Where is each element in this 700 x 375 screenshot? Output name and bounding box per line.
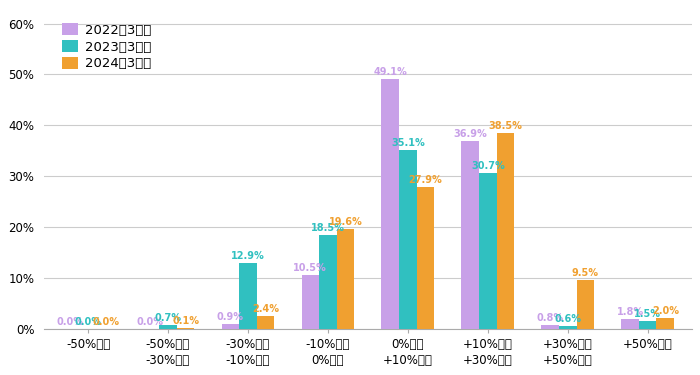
Text: 38.5%: 38.5% — [489, 121, 522, 131]
Text: 49.1%: 49.1% — [373, 67, 407, 77]
Text: 0.9%: 0.9% — [217, 312, 244, 322]
Bar — [541, 325, 559, 328]
Bar — [159, 325, 177, 328]
Text: 0.8%: 0.8% — [537, 312, 564, 322]
Text: 12.9%: 12.9% — [231, 251, 265, 261]
Bar — [239, 263, 257, 328]
Bar — [399, 150, 416, 328]
Text: 0.7%: 0.7% — [155, 313, 181, 323]
Bar — [622, 320, 639, 328]
Text: 35.1%: 35.1% — [391, 138, 425, 148]
Bar — [461, 141, 479, 328]
Text: 0.0%: 0.0% — [57, 316, 84, 327]
Bar — [416, 187, 434, 328]
Text: 27.9%: 27.9% — [409, 175, 442, 185]
Bar — [319, 235, 337, 328]
Legend: 2022年3月末, 2023年3月末, 2024年3月末: 2022年3月末, 2023年3月末, 2024年3月末 — [57, 18, 157, 75]
Text: 0.1%: 0.1% — [172, 316, 199, 326]
Text: 36.9%: 36.9% — [454, 129, 487, 139]
Text: 0.6%: 0.6% — [554, 314, 581, 324]
Bar — [559, 326, 577, 328]
Text: 1.8%: 1.8% — [617, 308, 644, 318]
Text: 19.6%: 19.6% — [328, 217, 363, 227]
Text: 0.0%: 0.0% — [74, 316, 102, 327]
Text: 0.0%: 0.0% — [137, 316, 164, 327]
Text: 2.4%: 2.4% — [252, 304, 279, 314]
Text: 1.5%: 1.5% — [634, 309, 662, 319]
Bar — [302, 275, 319, 328]
Bar — [639, 321, 657, 328]
Text: 30.7%: 30.7% — [471, 160, 505, 171]
Text: 10.5%: 10.5% — [293, 263, 327, 273]
Bar — [257, 316, 274, 328]
Text: 18.5%: 18.5% — [311, 222, 345, 232]
Text: 9.5%: 9.5% — [572, 268, 598, 278]
Text: 2.0%: 2.0% — [652, 306, 679, 316]
Bar — [337, 229, 354, 328]
Text: 0.0%: 0.0% — [92, 316, 119, 327]
Bar — [221, 324, 239, 328]
Bar — [577, 280, 594, 328]
Bar — [382, 79, 399, 328]
Bar — [479, 172, 496, 328]
Bar — [657, 318, 674, 328]
Bar — [496, 133, 514, 328]
